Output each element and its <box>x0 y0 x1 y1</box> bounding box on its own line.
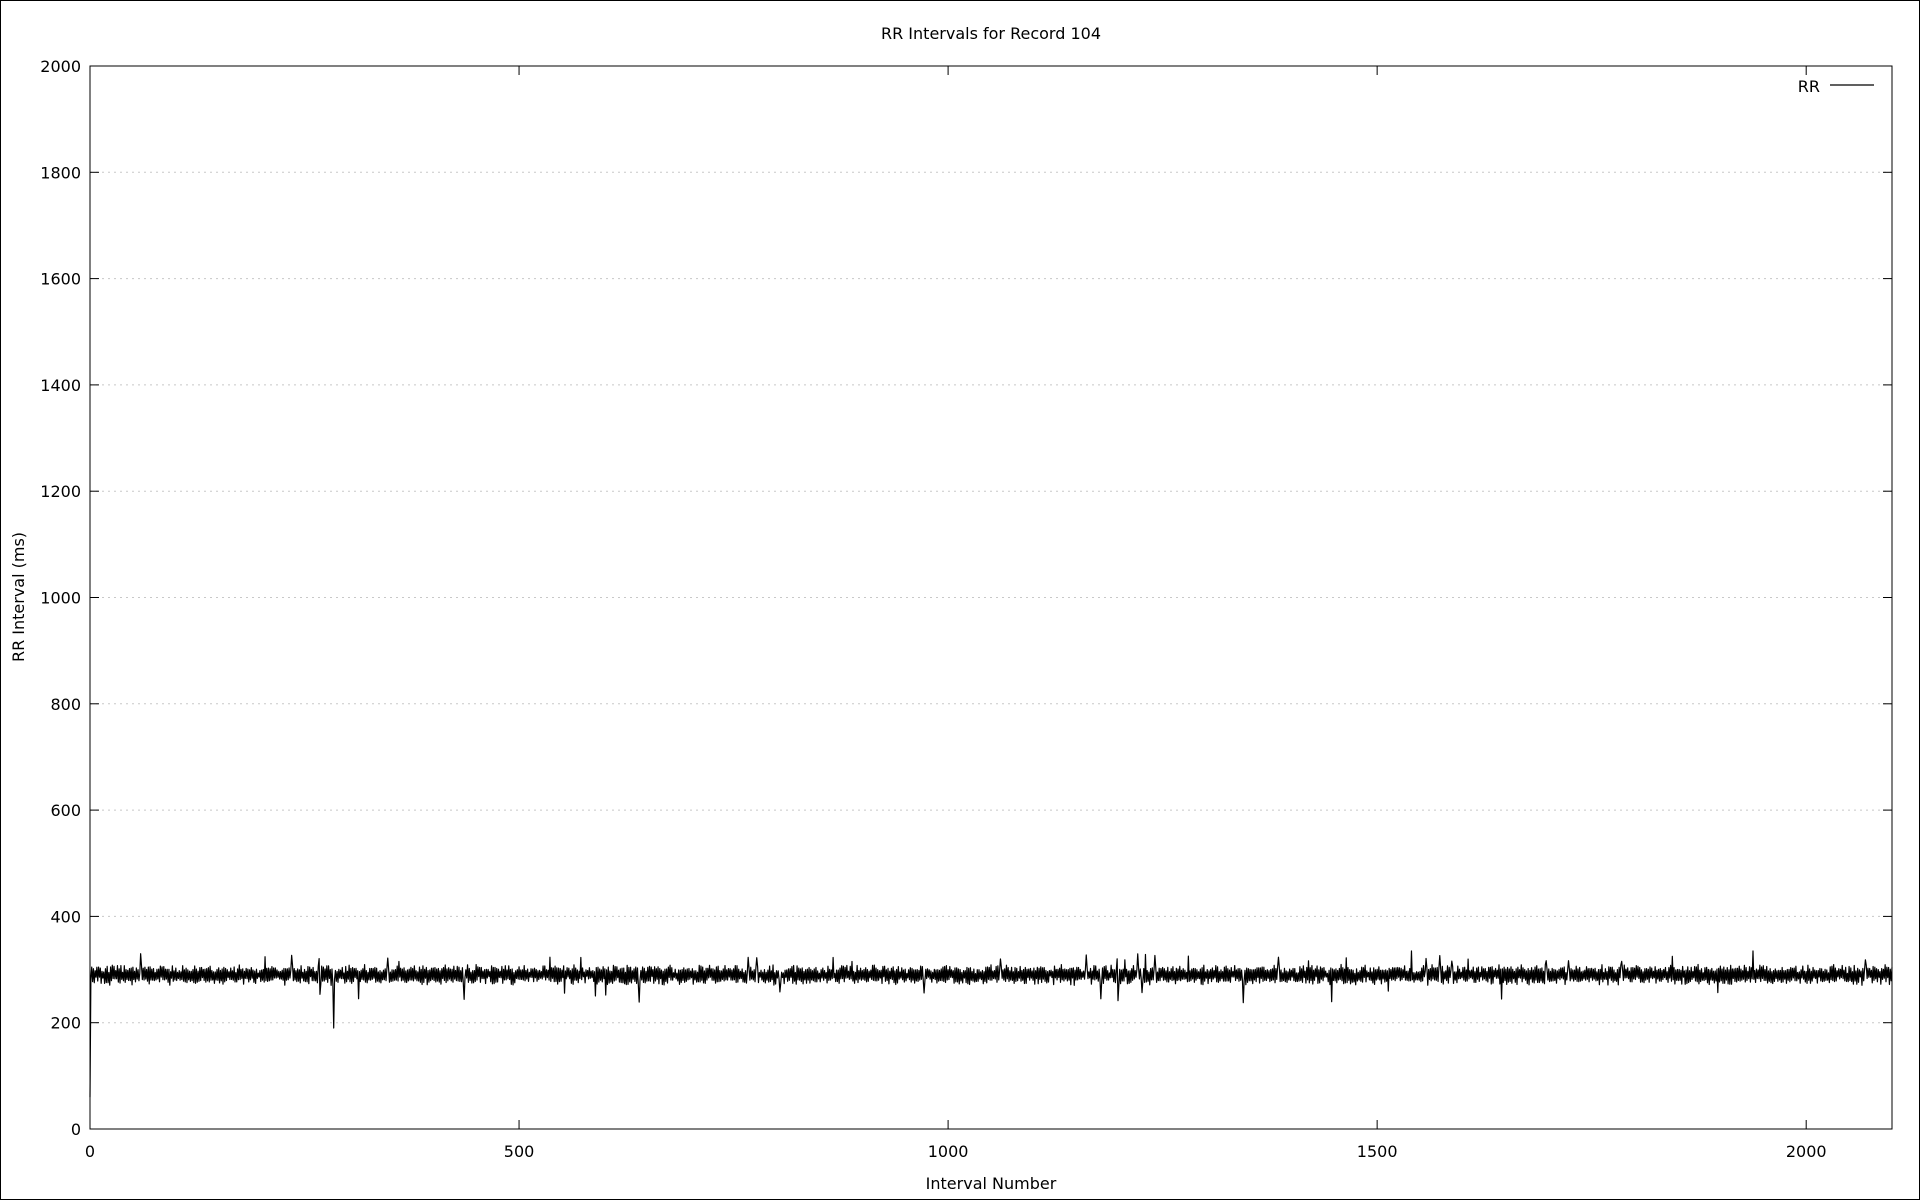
y-tick-label: 1000 <box>40 589 81 608</box>
grid-lines <box>90 171 1892 1024</box>
y-tick-label: 600 <box>50 801 81 820</box>
x-tick-label: 1000 <box>928 1142 969 1161</box>
legend: RR <box>1798 77 1874 96</box>
y-tick-label: 800 <box>50 695 81 714</box>
x-tick-label: 0 <box>85 1142 95 1161</box>
y-tick-label: 2000 <box>40 57 81 76</box>
x-tick-labels: 0 500 1000 1500 2000 <box>85 1142 1827 1161</box>
y-tick-labels: 0 200 400 600 800 1000 1200 1400 1600 1800 2000 <box>40 57 81 1139</box>
x-tick-label: 500 <box>504 1142 535 1161</box>
series-rr <box>89 950 1893 1098</box>
plot-border <box>89 65 1893 1130</box>
y-tick-label: 1600 <box>40 270 81 289</box>
y-tick-label: 1400 <box>40 376 81 395</box>
y-tick-label: 1800 <box>40 163 81 182</box>
y-tick-label: 200 <box>50 1014 81 1033</box>
y-tick-label: 0 <box>71 1120 81 1139</box>
y-tick-label: 400 <box>50 907 81 926</box>
x-axis-label: Interval Number <box>926 1174 1057 1193</box>
y-axis-label: RR Interval (ms) <box>9 532 28 662</box>
y-tick-label: 1200 <box>40 482 81 501</box>
x-tick-label: 1500 <box>1357 1142 1398 1161</box>
rr-series-line <box>89 950 1893 1098</box>
chart-title: RR Intervals for Record 104 <box>881 24 1101 43</box>
legend-label-rr: RR <box>1798 77 1820 96</box>
x-tick-label: 2000 <box>1786 1142 1827 1161</box>
